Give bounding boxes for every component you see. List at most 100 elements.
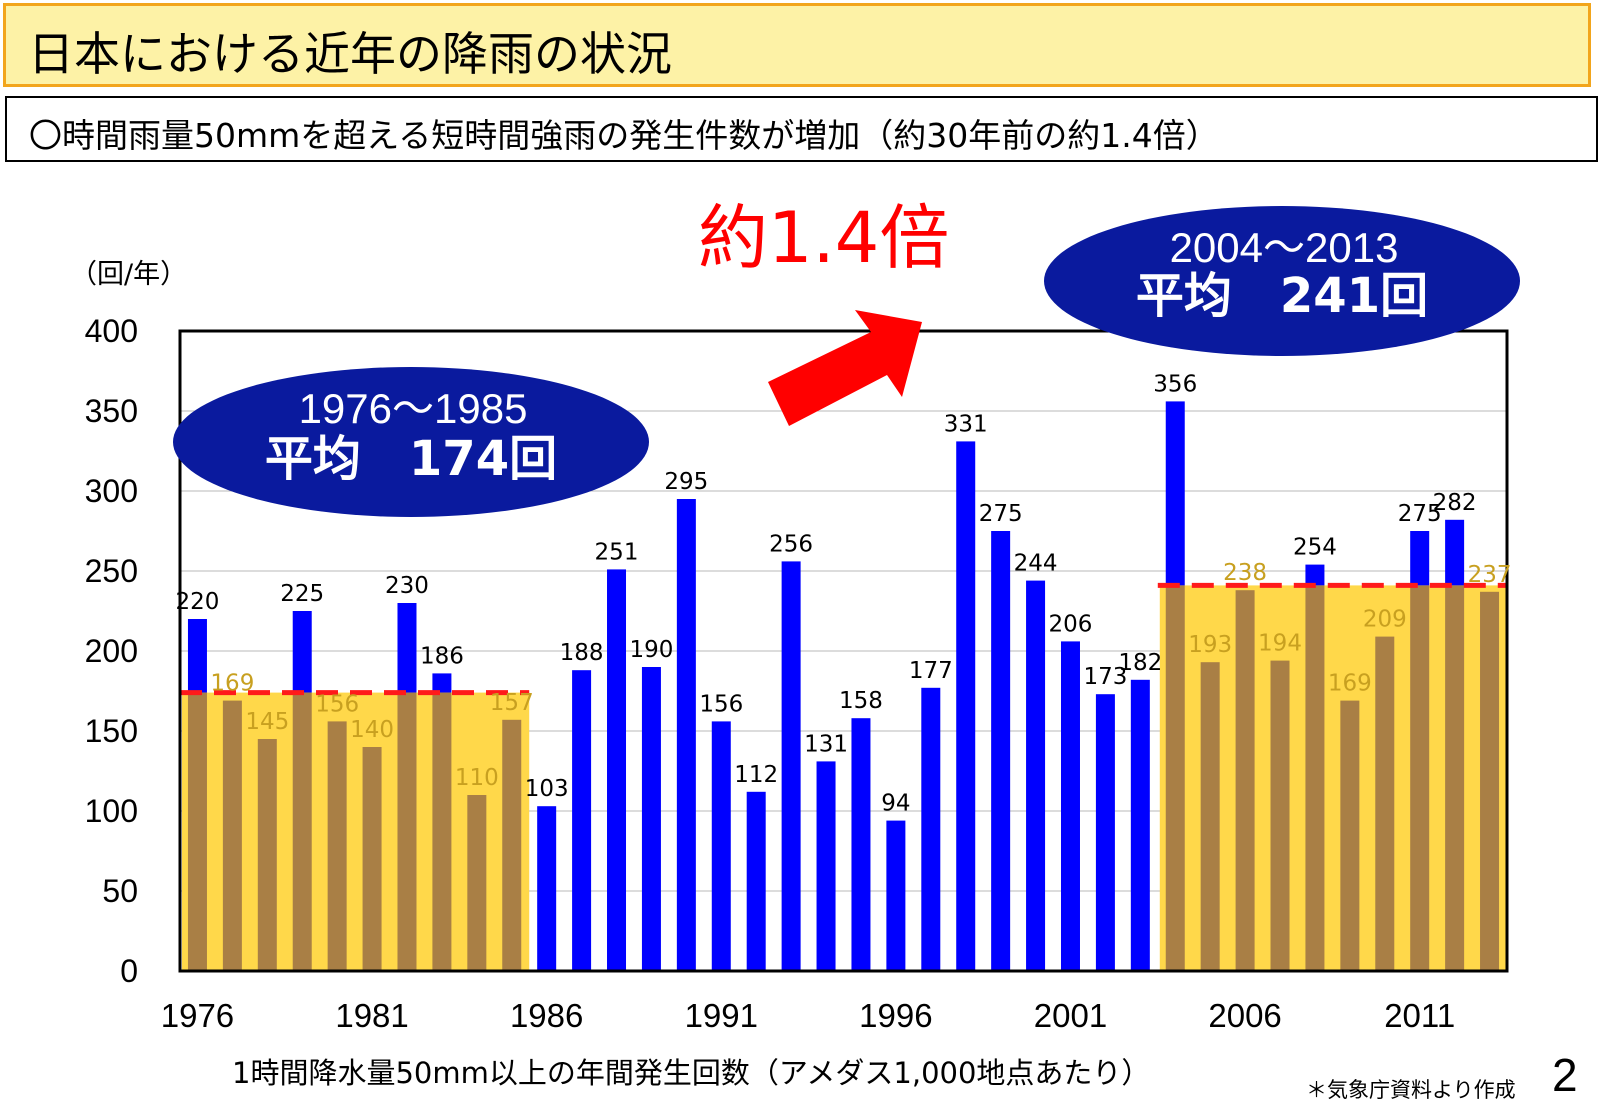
bar-shaded [327, 721, 347, 971]
bar [991, 531, 1011, 971]
subtitle-text: 〇時間雨量50mmを超える短時間強雨の発生件数が増加（約30年前の約1.4倍） [29, 116, 1219, 155]
x-tick-label: 1986 [510, 997, 583, 1034]
y-tick-label: 50 [102, 873, 138, 909]
bar [816, 761, 836, 971]
bar [781, 561, 801, 971]
bar-shaded [502, 719, 522, 971]
bar [397, 603, 417, 693]
data-label: 237 [1468, 562, 1512, 588]
bar [292, 611, 312, 693]
bar [607, 569, 627, 971]
data-label: 193 [1188, 632, 1232, 658]
bar [956, 441, 976, 971]
bar-shaded [432, 692, 452, 971]
data-label: 177 [909, 658, 953, 684]
title-bar: 日本における近年の降雨の状況 [3, 3, 1591, 87]
bar [1095, 694, 1115, 971]
x-tick-label: 1996 [859, 997, 932, 1034]
y-tick-label: 100 [85, 793, 138, 829]
data-label: 173 [1083, 664, 1127, 690]
bar-shaded [1480, 591, 1500, 971]
page-number: 2 [1552, 1049, 1578, 1101]
bar-shaded [222, 700, 242, 971]
data-label: 145 [245, 709, 289, 735]
bar-shaded [1375, 636, 1395, 971]
bar-shaded [1235, 590, 1255, 971]
data-label: 94 [881, 791, 910, 817]
x-tick-label: 1991 [685, 997, 758, 1034]
y-tick-label: 200 [85, 633, 138, 669]
y-tick-label: 150 [85, 713, 138, 749]
bar-shaded [1165, 585, 1185, 971]
bar [746, 791, 766, 971]
bar-shaded [1270, 660, 1290, 971]
data-label: 156 [699, 691, 743, 717]
subtitle-box: 〇時間雨量50mmを超える短時間強雨の発生件数が増加（約30年前の約1.4倍） [5, 96, 1598, 162]
bar [1410, 531, 1430, 586]
early-period-ellipse [173, 367, 649, 517]
late-period-range: 2004～2013 [1170, 224, 1399, 271]
average-lines [180, 582, 1507, 696]
bar-shaded [1340, 700, 1360, 971]
x-tick-label: 1976 [161, 997, 234, 1034]
y-tick-label: 400 [85, 313, 138, 349]
bar [1130, 679, 1150, 971]
bar-shaded [187, 692, 207, 971]
bar-shaded [362, 747, 382, 971]
data-label: 188 [560, 640, 604, 666]
data-label: 186 [420, 643, 464, 669]
y-tick-labels: 0 50 100 150 200 250 300 350 400 [85, 313, 138, 989]
data-label: 110 [455, 765, 499, 791]
data-label: 238 [1223, 560, 1267, 586]
early-period-avg: 平均 174回 [265, 431, 557, 487]
bar [1165, 401, 1185, 586]
data-label: 158 [839, 688, 883, 714]
bar [886, 820, 906, 971]
data-label: 156 [315, 691, 359, 717]
data-labels: 2201691452251561402301861101571031882511… [176, 371, 1512, 816]
bar [1060, 641, 1080, 971]
bar [187, 619, 207, 693]
bar-shaded [292, 692, 312, 971]
data-label: 295 [664, 469, 708, 495]
bars [187, 401, 1500, 971]
bar [921, 687, 941, 971]
x-tick-label: 2011 [1384, 997, 1455, 1034]
early-period-range: 1976～1985 [299, 385, 528, 432]
data-label: 356 [1153, 371, 1197, 397]
bar [572, 670, 592, 971]
bar-shaded [467, 795, 487, 971]
data-label: 275 [1398, 501, 1442, 527]
data-label: 282 [1433, 490, 1477, 516]
bar [537, 806, 557, 971]
bar [432, 673, 452, 693]
x-tick-label: 2006 [1208, 997, 1281, 1034]
data-label: 190 [629, 637, 673, 663]
footer-caption: 1時間降水量50mm以上の年間発生回数（アメダス1,000地点あたり） [232, 1056, 1151, 1090]
plot-frame [178, 329, 1509, 973]
data-label: 244 [1014, 551, 1058, 577]
data-label: 254 [1293, 535, 1337, 561]
data-label: 209 [1363, 607, 1407, 633]
y-tick-label: 300 [85, 473, 138, 509]
bar [851, 718, 871, 971]
data-label: 251 [595, 539, 639, 565]
bar-shaded [397, 692, 417, 971]
x-tick-label: 2001 [1034, 997, 1107, 1034]
bar-shaded [1200, 662, 1220, 971]
data-label: 140 [350, 717, 394, 743]
data-label: 103 [525, 776, 569, 802]
bar-shaded [1410, 585, 1430, 971]
data-label: 169 [1328, 671, 1372, 697]
bar [711, 721, 731, 971]
y-tick-label: 0 [120, 953, 138, 989]
x-tick-labels: 1976 1981 1986 1991 1996 2001 2006 2011 [161, 997, 1455, 1034]
data-label: 225 [280, 581, 324, 607]
late-period-ellipse [1044, 206, 1520, 356]
data-label: 206 [1049, 611, 1093, 637]
increase-arrow [768, 310, 922, 426]
data-label: 112 [734, 762, 778, 788]
bar-shaded [257, 739, 277, 971]
data-label: 220 [176, 589, 220, 615]
